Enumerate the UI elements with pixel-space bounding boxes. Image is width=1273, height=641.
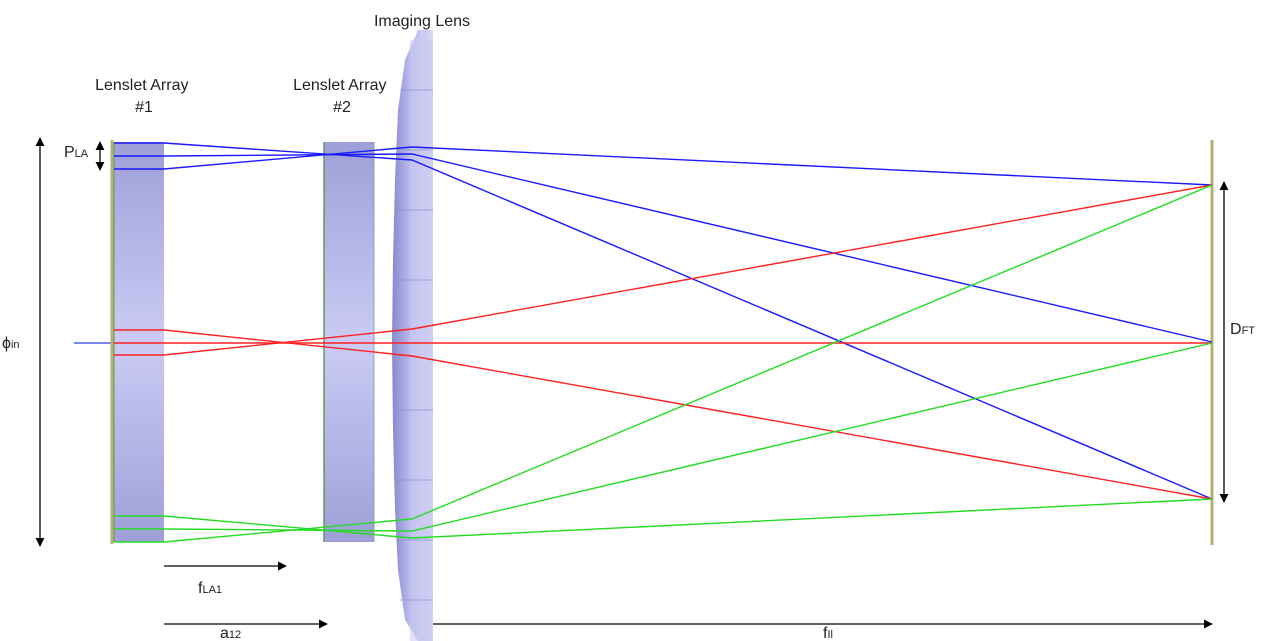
phi-in-label: ϕin bbox=[2, 335, 20, 352]
lenslet-array-2 bbox=[323, 142, 375, 542]
rays-top-channel bbox=[114, 142, 1213, 500]
rays-bottom-channel bbox=[114, 184, 1213, 543]
lenslet-array-2-label: Lenslet Array #2 bbox=[293, 77, 391, 116]
f-il-label: fIl bbox=[823, 625, 833, 641]
imaging-lens bbox=[392, 30, 433, 641]
lenslet-array-1 bbox=[110, 140, 164, 544]
imaging-lens-label: Imaging Lens bbox=[374, 13, 470, 30]
lenslet-array-1-label: Lenslet Array #1 bbox=[95, 77, 193, 116]
d-ft-label: DFT bbox=[1230, 321, 1255, 338]
a-12-label: a12 bbox=[220, 625, 241, 641]
f-la1-label: fLA1 bbox=[198, 580, 222, 597]
rays-middle-channel bbox=[114, 184, 1213, 500]
p-la-label: PLA bbox=[64, 144, 89, 161]
